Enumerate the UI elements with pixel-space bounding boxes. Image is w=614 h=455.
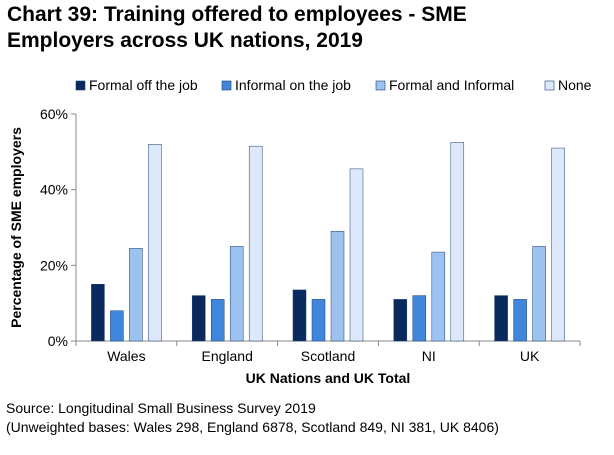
bar-uk-2 [513, 299, 527, 342]
bar-wales-3 [129, 248, 143, 342]
legend-label-3: Formal and Informal [389, 77, 514, 93]
x-tick-label-uk: UK [520, 348, 540, 364]
source-line: Source: Longitudinal Small Business Surv… [6, 400, 316, 416]
bar-england-2 [210, 299, 225, 342]
bar-england-3 [229, 246, 244, 342]
bar-ni-1 [393, 299, 408, 342]
bar-scotland-3 [330, 231, 345, 342]
y-tick-label-60: 60% [40, 106, 68, 122]
bar-england-1 [191, 295, 206, 342]
bar-wales-2 [110, 310, 124, 342]
bar-ni-3 [431, 251, 446, 342]
y-tick-label-0: 0% [48, 333, 68, 349]
bar-scotland-1 [292, 289, 307, 342]
x-tick-label-wales: Wales [107, 348, 145, 364]
bar-wales-4 [148, 144, 162, 342]
y-tick-label-40: 40% [40, 182, 68, 198]
x-tick-label-england: England [202, 348, 253, 364]
chart-title-line-1: Chart 39: Training offered to employees … [7, 3, 467, 26]
x-tick-label-scotland: Scotland [301, 348, 355, 364]
chart-title: Chart 39: Training offered to employees … [7, 2, 607, 54]
x-tick-label-ni: NI [422, 348, 436, 364]
legend-label-2: Informal on the job [235, 77, 351, 93]
bar-uk-1 [494, 295, 508, 342]
x-axis-title: UK Nations and UK Total [246, 370, 411, 386]
bar-wales-1 [91, 284, 105, 342]
bases-note: (Unweighted bases: Wales 298, England 68… [6, 419, 499, 435]
bar-scotland-2 [311, 299, 326, 342]
bar-ni-2 [412, 295, 427, 342]
legend-swatch-3 [375, 80, 386, 91]
y-tick-label-20: 20% [40, 257, 68, 273]
legend-label-4: None [558, 77, 592, 93]
source-note: Source: Longitudinal Small Business Surv… [6, 399, 499, 437]
bar-scotland-4 [349, 168, 364, 342]
bar-england-4 [248, 145, 263, 342]
legend-swatch-1 [75, 80, 86, 91]
legend-swatch-2 [221, 80, 232, 91]
bar-chart: Formal off the job Informal on the job For… [8, 77, 592, 386]
chart-title-line-2: Employers across UK nations, 2019 [7, 29, 363, 52]
legend-label-1: Formal off the job [89, 77, 198, 93]
bar-ni-4 [450, 142, 465, 342]
legend-swatch-4 [544, 80, 555, 91]
bar-uk-3 [532, 246, 546, 342]
y-axis-title: Percentage of SME employers [8, 127, 24, 328]
bar-uk-4 [551, 147, 565, 342]
